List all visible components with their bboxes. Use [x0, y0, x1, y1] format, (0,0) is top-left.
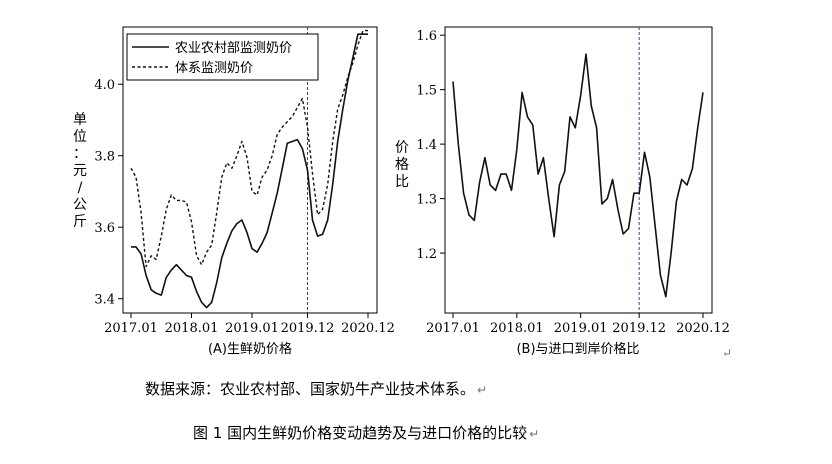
- plot-frame: [122, 26, 378, 314]
- plot-frame: [444, 26, 713, 314]
- y-tick-label: 3.8: [94, 150, 115, 165]
- series-line-dotted: [130, 29, 368, 268]
- y-axis-title-char: 单: [73, 112, 87, 128]
- y-axis-title-char: /: [78, 180, 83, 196]
- y-tick-label: 1.2: [416, 247, 437, 262]
- series-line-solid: [452, 53, 704, 298]
- panel-b-chart: 1.2 1.3 1.4 1.5 1.6 2017.01 2018.01 2019.01 2019…: [395, 26, 730, 357]
- x-tick-label: 2019.12: [281, 321, 335, 336]
- legend-label: 体系监测奶价: [175, 61, 253, 76]
- y-axis-title-char: 价: [395, 140, 409, 156]
- y-axis-title-char: 斤: [73, 214, 87, 230]
- panel-label: (A)生鲜奶价格: [208, 341, 292, 357]
- x-tick-label: 2020.12: [341, 321, 395, 336]
- y-tick-label: 3.4: [94, 293, 115, 308]
- figure-title-text: 图 1 国内生鲜奶价格变动趋势及与进口价格的比较: [193, 424, 528, 442]
- x-tick-label: 2017.01: [426, 321, 480, 336]
- x-tick-label: 2020.12: [676, 321, 730, 336]
- y-axis-title-char: 比: [395, 174, 409, 190]
- y-axis-title-char: 格: [395, 157, 409, 173]
- panel-label: (B)与进口到岸价格比: [516, 341, 639, 357]
- y-tick-label: 3.6: [94, 221, 115, 236]
- y-tick-label: 4.0: [94, 78, 115, 93]
- y-tick-label: 1.6: [416, 29, 437, 44]
- series-line-solid: [131, 33, 368, 309]
- y-tick-label: 1.5: [416, 84, 437, 99]
- x-tick-label: 2019.01: [225, 321, 279, 336]
- x-tick-label: 2018.01: [490, 321, 544, 336]
- y-axis-title-char: 公: [73, 197, 87, 213]
- y-axis-title-char: ：: [73, 146, 87, 162]
- x-tick-label: 2018.01: [165, 321, 219, 336]
- x-tick-label: 2017.01: [104, 321, 158, 336]
- y-axis-title-char: 元: [73, 163, 87, 179]
- panel-a-chart: 3.4 3.6 3.8 4.0 2017.01 2018.01 2019.01 2019.12…: [73, 26, 395, 357]
- y-tick-label: 1.3: [416, 193, 437, 208]
- return-mark-icon: ↵: [529, 427, 540, 441]
- x-tick-label: 2019.01: [554, 321, 608, 336]
- data-source-text: 数据来源：农业农村部、国家奶牛产业技术体系。: [145, 380, 476, 398]
- y-axis-title-char: 位: [73, 129, 87, 145]
- x-tick-label: 2019.12: [612, 321, 666, 336]
- return-mark-icon: ↵: [722, 346, 733, 360]
- legend-label: 农业农村部监测奶价: [175, 41, 292, 56]
- data-source-note: 数据来源：农业农村部、国家奶牛产业技术体系。 ↵: [145, 378, 487, 399]
- return-mark-icon: ↵: [477, 383, 488, 397]
- figure-caption: 图 1 国内生鲜奶价格变动趋势及与进口价格的比较 ↵: [193, 422, 539, 443]
- y-tick-label: 1.4: [416, 138, 437, 153]
- legend-box: [126, 33, 319, 81]
